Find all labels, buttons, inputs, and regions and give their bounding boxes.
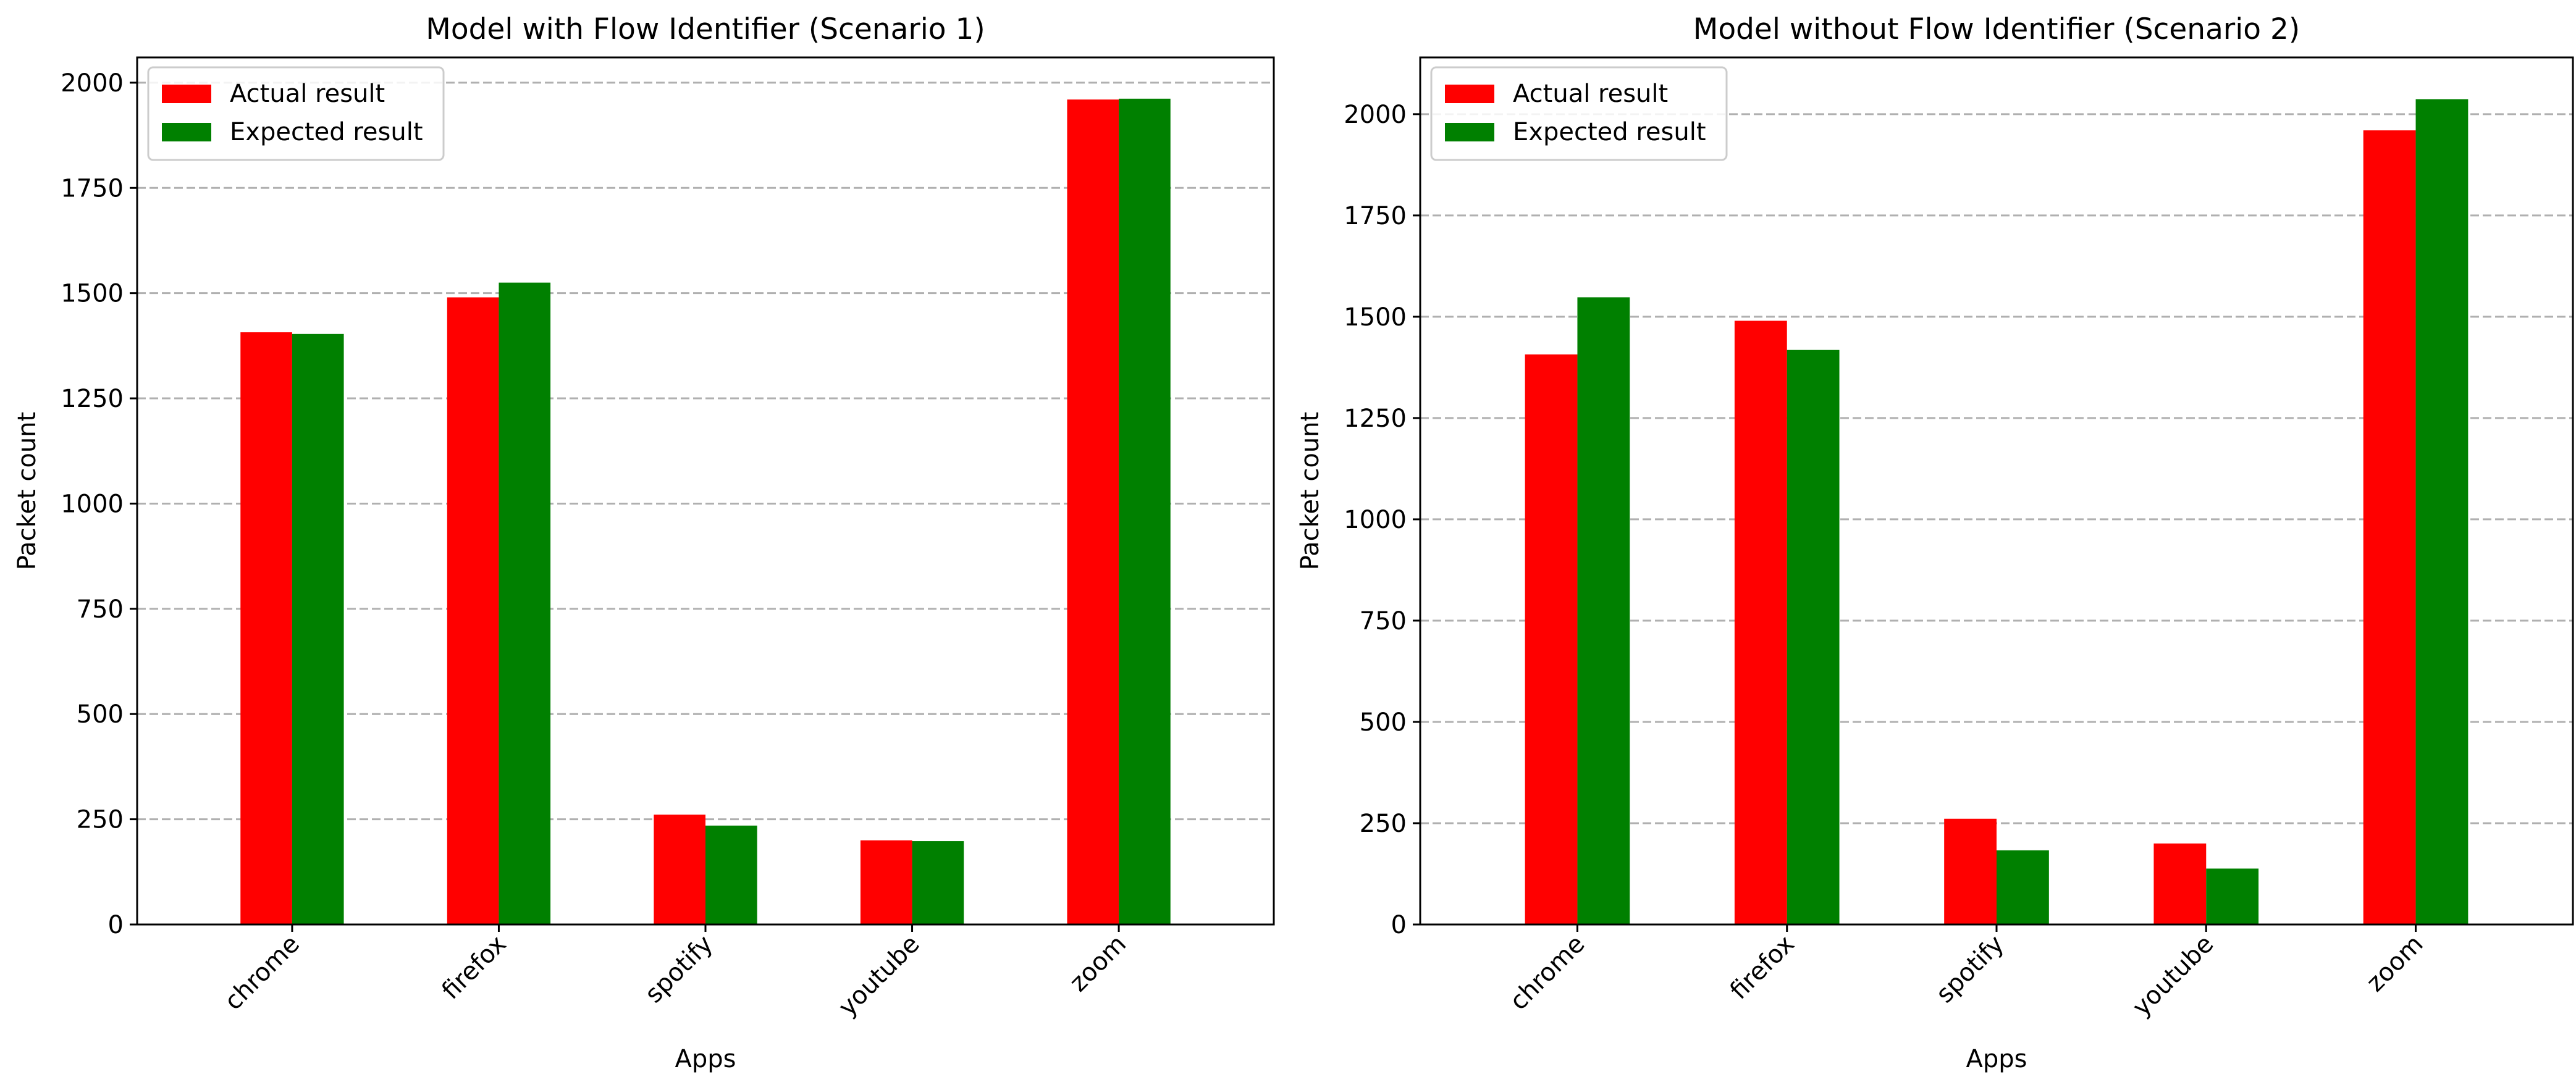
- legend: Actual result Expected result: [147, 66, 445, 161]
- bar-actual-result-chrome: [240, 332, 292, 924]
- y-tick-label: 1000: [61, 490, 124, 518]
- y-tick-label: 750: [77, 595, 124, 624]
- legend-swatch: [162, 85, 211, 103]
- bar-expected-result-youtube: [912, 841, 964, 924]
- y-tick-label: 1000: [1344, 506, 1407, 534]
- bar-expected-result-zoom: [1119, 98, 1171, 924]
- bar-expected-result-youtube: [2206, 868, 2259, 924]
- bar-actual-result-chrome: [1525, 354, 1578, 924]
- legend-label: Actual result: [230, 80, 385, 108]
- bar-actual-result-youtube: [860, 840, 912, 924]
- y-tick-label: 500: [77, 700, 124, 729]
- bar-actual-result-firefox: [1734, 321, 1787, 924]
- y-tick-label: 500: [1360, 708, 1407, 737]
- legend-label: Actual result: [1513, 80, 1668, 108]
- bar-expected-result-chrome: [1577, 297, 1630, 925]
- y-tick-label: 750: [1360, 607, 1407, 635]
- bar-actual-result-firefox: [447, 297, 499, 924]
- y-tick-label: 2000: [61, 69, 124, 98]
- bar-expected-result-chrome: [292, 333, 344, 924]
- bar-actual-result-zoom: [2363, 130, 2416, 924]
- legend-swatch: [1445, 123, 1494, 141]
- y-tick-label: 0: [108, 911, 124, 939]
- y-tick-label: 1500: [1344, 303, 1407, 332]
- chart-title: Model with Flow Identifier (Scenario 1): [426, 12, 985, 46]
- legend-box: [1430, 66, 1728, 161]
- y-tick-label: 250: [1360, 810, 1407, 838]
- legend: Actual result Expected result: [1430, 66, 1728, 161]
- y-tick-label: 250: [77, 806, 124, 834]
- y-axis-label: Packet count: [1296, 412, 1324, 570]
- y-tick-label: 1250: [61, 385, 124, 413]
- y-tick-label: 1750: [61, 174, 124, 203]
- bar-expected-result-firefox: [499, 282, 551, 924]
- legend-label: Expected result: [230, 118, 423, 146]
- x-axis-label: Apps: [675, 1045, 736, 1073]
- y-axis-label: Packet count: [13, 412, 41, 570]
- bar-actual-result-spotify: [1944, 818, 1997, 924]
- y-tick-label: 0: [1391, 911, 1407, 939]
- y-tick-label: 1250: [1344, 405, 1407, 433]
- y-tick-label: 1500: [61, 280, 124, 308]
- bar-expected-result-zoom: [2415, 99, 2469, 925]
- legend-swatch: [162, 123, 211, 141]
- bar-actual-result-youtube: [2153, 843, 2207, 924]
- chart-title: Model without Flow Identifier (Scenario …: [1693, 12, 2300, 46]
- bar-actual-result-spotify: [654, 815, 705, 924]
- bar-expected-result-spotify: [705, 825, 757, 924]
- y-tick-label: 2000: [1344, 101, 1407, 129]
- bar-expected-result-spotify: [1997, 850, 2049, 924]
- y-tick-label: 1750: [1344, 202, 1407, 230]
- bar-expected-result-firefox: [1787, 350, 1840, 924]
- legend-label: Expected result: [1513, 118, 1706, 146]
- legend-swatch: [1445, 85, 1494, 103]
- legend-box: [147, 66, 445, 161]
- x-axis-label: Apps: [1966, 1045, 2027, 1073]
- bar-actual-result-zoom: [1067, 99, 1119, 925]
